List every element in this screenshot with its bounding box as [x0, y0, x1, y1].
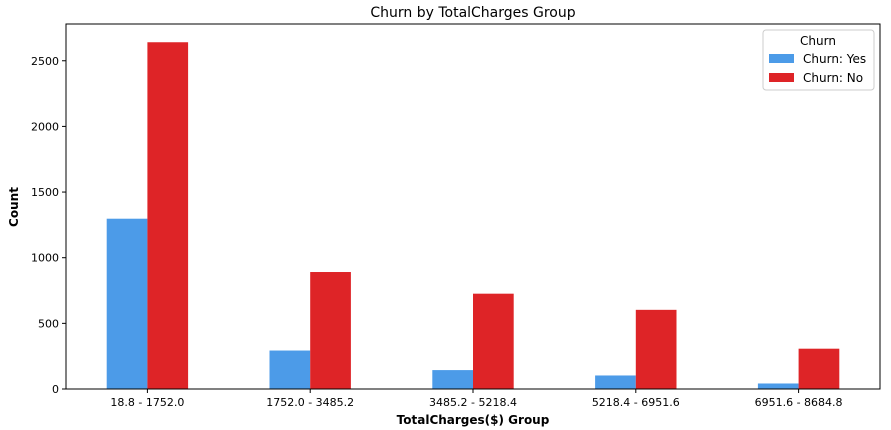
bar-churn-no: [798, 348, 840, 389]
x-tick-label: 6951.6 - 8684.8: [755, 396, 843, 409]
bar-churn-no: [473, 293, 514, 389]
bar-churn-yes: [757, 383, 799, 389]
y-tick-label: 1000: [31, 252, 59, 265]
bar-churn-no: [635, 309, 677, 389]
bar-churn-no: [310, 272, 351, 389]
legend-title: Churn: [800, 34, 836, 48]
y-tick-label: 1500: [31, 186, 59, 199]
y-axis-label: Count: [7, 187, 21, 227]
bar-churn-yes: [106, 218, 148, 389]
plot-area: 0 500 1000 1500 2000 2500 18.8 - 1752.0 1752.0 …: [31, 42, 843, 409]
bar-churn-yes: [432, 370, 473, 389]
legend-swatch-yes: [769, 54, 794, 63]
legend-label-no: Churn: No: [803, 71, 863, 85]
legend-label-yes: Churn: Yes: [803, 52, 866, 66]
x-tick-label: 18.8 - 1752.0: [110, 396, 184, 409]
plot-frame: [65, 23, 881, 390]
legend-swatch-no: [769, 73, 794, 82]
bar-churn-yes: [269, 350, 311, 389]
x-tick-label: 1752.0 - 3485.2: [266, 396, 354, 409]
x-axis-label: TotalCharges($) Group: [397, 413, 550, 427]
legend: Churn Churn: Yes Churn: No: [762, 29, 875, 91]
y-tick-label: 2000: [31, 120, 59, 133]
bar-churn-no: [147, 42, 189, 389]
x-tick-label: 3485.2 - 5218.4: [429, 396, 517, 409]
y-tick-label: 2500: [31, 55, 59, 68]
y-tick-label: 0: [52, 383, 59, 396]
x-tick-label: 5218.4 - 6951.6: [592, 396, 680, 409]
chart-title: Churn by TotalCharges Group: [370, 5, 575, 21]
bar-churn-yes: [595, 375, 636, 389]
y-tick-label: 500: [38, 317, 59, 330]
